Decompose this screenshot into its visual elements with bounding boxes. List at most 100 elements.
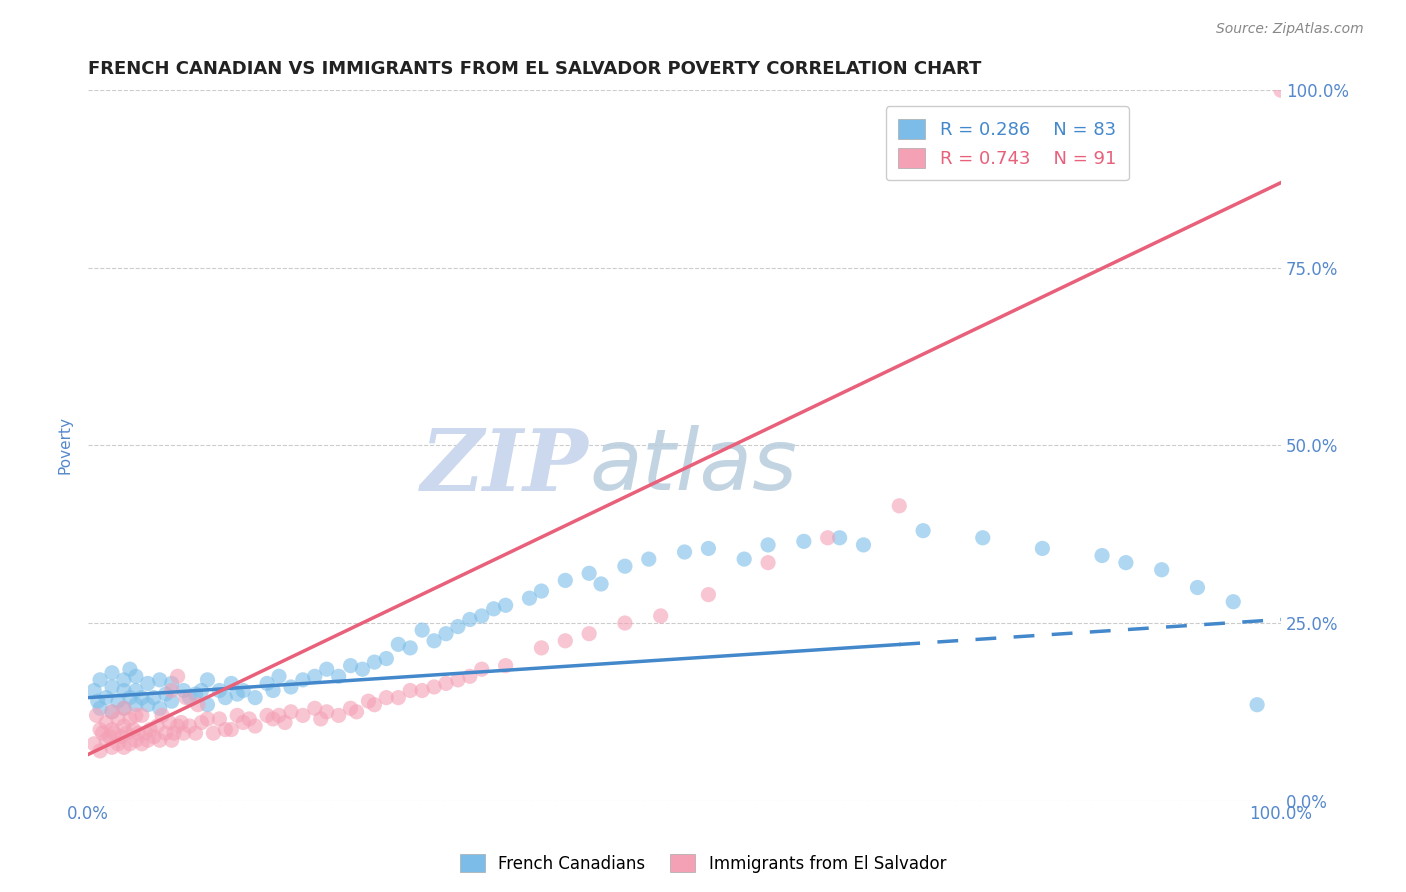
- Point: [94, 715, 117, 730]
- Point: [458, 669, 481, 683]
- Point: [243, 719, 266, 733]
- Point: [650, 609, 672, 624]
- Point: [328, 708, 350, 723]
- Point: [434, 626, 457, 640]
- Point: [328, 669, 350, 683]
- Point: [280, 705, 302, 719]
- Point: [83, 683, 105, 698]
- Point: [339, 658, 361, 673]
- Text: FRENCH CANADIAN VS IMMIGRANTS FROM EL SALVADOR POVERTY CORRELATION CHART: FRENCH CANADIAN VS IMMIGRANTS FROM EL SA…: [89, 60, 981, 78]
- Point: [399, 683, 422, 698]
- Point: [1091, 549, 1114, 563]
- Point: [226, 708, 249, 723]
- Point: [267, 708, 290, 723]
- Point: [112, 673, 135, 687]
- Point: [697, 588, 720, 602]
- Point: [852, 538, 875, 552]
- Text: atlas: atlas: [589, 425, 797, 508]
- Point: [187, 698, 209, 712]
- Point: [291, 708, 314, 723]
- Point: [458, 612, 481, 626]
- Point: [387, 637, 409, 651]
- Point: [89, 744, 111, 758]
- Point: [146, 719, 169, 733]
- Point: [125, 698, 148, 712]
- Point: [98, 730, 121, 744]
- Point: [86, 694, 108, 708]
- Point: [315, 705, 337, 719]
- Point: [173, 683, 195, 698]
- Point: [828, 531, 851, 545]
- Point: [197, 698, 219, 712]
- Point: [226, 687, 249, 701]
- Point: [83, 737, 105, 751]
- Point: [578, 566, 600, 581]
- Point: [112, 683, 135, 698]
- Point: [208, 712, 231, 726]
- Point: [495, 599, 517, 613]
- Point: [125, 669, 148, 683]
- Point: [357, 694, 380, 708]
- Point: [173, 726, 195, 740]
- Point: [304, 701, 326, 715]
- Point: [127, 726, 149, 740]
- Point: [554, 574, 576, 588]
- Point: [363, 655, 385, 669]
- Point: [1150, 563, 1173, 577]
- Point: [125, 733, 148, 747]
- Point: [221, 676, 243, 690]
- Point: [150, 708, 173, 723]
- Point: [101, 723, 124, 737]
- Point: [339, 701, 361, 715]
- Point: [142, 690, 165, 705]
- Point: [179, 719, 201, 733]
- Legend: R = 0.286    N = 83, R = 0.743    N = 91: R = 0.286 N = 83, R = 0.743 N = 91: [886, 106, 1129, 180]
- Point: [174, 690, 197, 705]
- Point: [346, 705, 368, 719]
- Point: [1222, 595, 1244, 609]
- Point: [149, 701, 172, 715]
- Point: [1187, 581, 1209, 595]
- Point: [363, 698, 385, 712]
- Point: [613, 559, 636, 574]
- Point: [112, 701, 135, 715]
- Point: [238, 712, 260, 726]
- Point: [155, 687, 177, 701]
- Point: [673, 545, 696, 559]
- Point: [136, 698, 159, 712]
- Point: [125, 683, 148, 698]
- Point: [267, 669, 290, 683]
- Point: [530, 640, 553, 655]
- Point: [447, 619, 470, 633]
- Point: [482, 602, 505, 616]
- Point: [197, 712, 219, 726]
- Point: [160, 733, 183, 747]
- Point: [112, 701, 135, 715]
- Legend: French Canadians, Immigrants from El Salvador: French Canadians, Immigrants from El Sal…: [453, 847, 953, 880]
- Point: [166, 669, 188, 683]
- Point: [352, 662, 374, 676]
- Point: [733, 552, 755, 566]
- Point: [166, 719, 188, 733]
- Point: [101, 665, 124, 680]
- Point: [495, 658, 517, 673]
- Point: [697, 541, 720, 556]
- Point: [157, 715, 180, 730]
- Point: [184, 687, 207, 701]
- Point: [89, 701, 111, 715]
- Point: [118, 662, 141, 676]
- Point: [411, 623, 433, 637]
- Point: [160, 694, 183, 708]
- Text: Source: ZipAtlas.com: Source: ZipAtlas.com: [1216, 22, 1364, 37]
- Point: [155, 726, 177, 740]
- Point: [423, 680, 446, 694]
- Point: [139, 723, 162, 737]
- Point: [912, 524, 935, 538]
- Point: [118, 712, 141, 726]
- Point: [589, 577, 612, 591]
- Point: [101, 680, 124, 694]
- Point: [519, 591, 541, 606]
- Point: [118, 737, 141, 751]
- Point: [387, 690, 409, 705]
- Point: [1031, 541, 1053, 556]
